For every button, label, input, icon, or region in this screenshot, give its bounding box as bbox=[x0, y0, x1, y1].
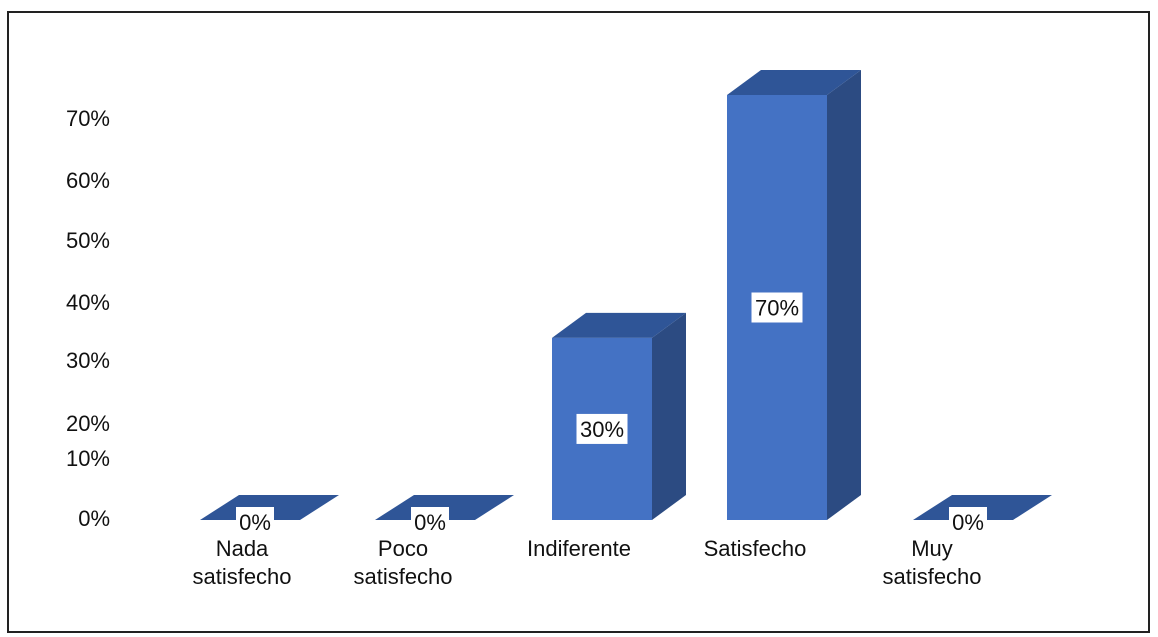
y-tick-label: 30% bbox=[66, 348, 110, 373]
bar: 0% bbox=[200, 495, 339, 537]
x-axis: Nada satisfecho Poco satisfecho Indiferente S… bbox=[192, 536, 981, 589]
x-category-label: Indiferente bbox=[527, 536, 631, 561]
bar: 30% bbox=[552, 312, 686, 520]
data-label-box bbox=[576, 413, 628, 444]
data-label-box bbox=[236, 507, 274, 537]
data-label: 0% bbox=[952, 510, 984, 535]
y-tick-label: 50% bbox=[66, 228, 110, 253]
data-label: 0% bbox=[239, 510, 271, 535]
y-tick-label: 60% bbox=[66, 168, 110, 193]
y-tick-label: 40% bbox=[66, 290, 110, 315]
x-category-label: Poco satisfecho bbox=[353, 536, 452, 589]
y-tick-label: 70% bbox=[66, 106, 110, 131]
x-category-label: Satisfecho bbox=[704, 536, 807, 561]
data-label-box bbox=[751, 292, 803, 323]
data-label: 30% bbox=[580, 417, 624, 442]
y-axis: 0% 10% 20% 30% 40% 50% 60% 70% bbox=[66, 106, 110, 531]
bar-top bbox=[552, 312, 686, 338]
bar-side bbox=[652, 312, 686, 520]
data-label-box bbox=[411, 507, 449, 537]
x-category-label: Muy satisfecho bbox=[882, 536, 981, 589]
bars-group: 0% 0% 30% 70% 0% bbox=[200, 70, 1052, 537]
bar: 70% bbox=[727, 70, 861, 520]
x-category-label: Nada satisfecho bbox=[192, 536, 291, 589]
bar-side bbox=[827, 70, 861, 520]
y-tick-label: 20% bbox=[66, 411, 110, 436]
y-tick-label: 0% bbox=[78, 506, 110, 531]
bar-top bbox=[727, 70, 861, 95]
data-label: 0% bbox=[414, 510, 446, 535]
bar: 0% bbox=[913, 495, 1052, 537]
bar: 0% bbox=[375, 495, 514, 537]
data-label-box bbox=[949, 507, 987, 537]
y-tick-label: 10% bbox=[66, 446, 110, 471]
data-label: 70% bbox=[755, 296, 799, 321]
